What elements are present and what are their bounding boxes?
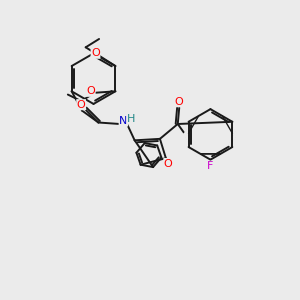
- Text: O: O: [91, 48, 100, 58]
- Text: O: O: [175, 97, 184, 107]
- Text: O: O: [164, 158, 172, 169]
- Text: N: N: [119, 116, 128, 126]
- Text: O: O: [86, 86, 95, 96]
- Text: F: F: [207, 161, 214, 171]
- Text: O: O: [77, 100, 85, 110]
- Text: H: H: [127, 114, 135, 124]
